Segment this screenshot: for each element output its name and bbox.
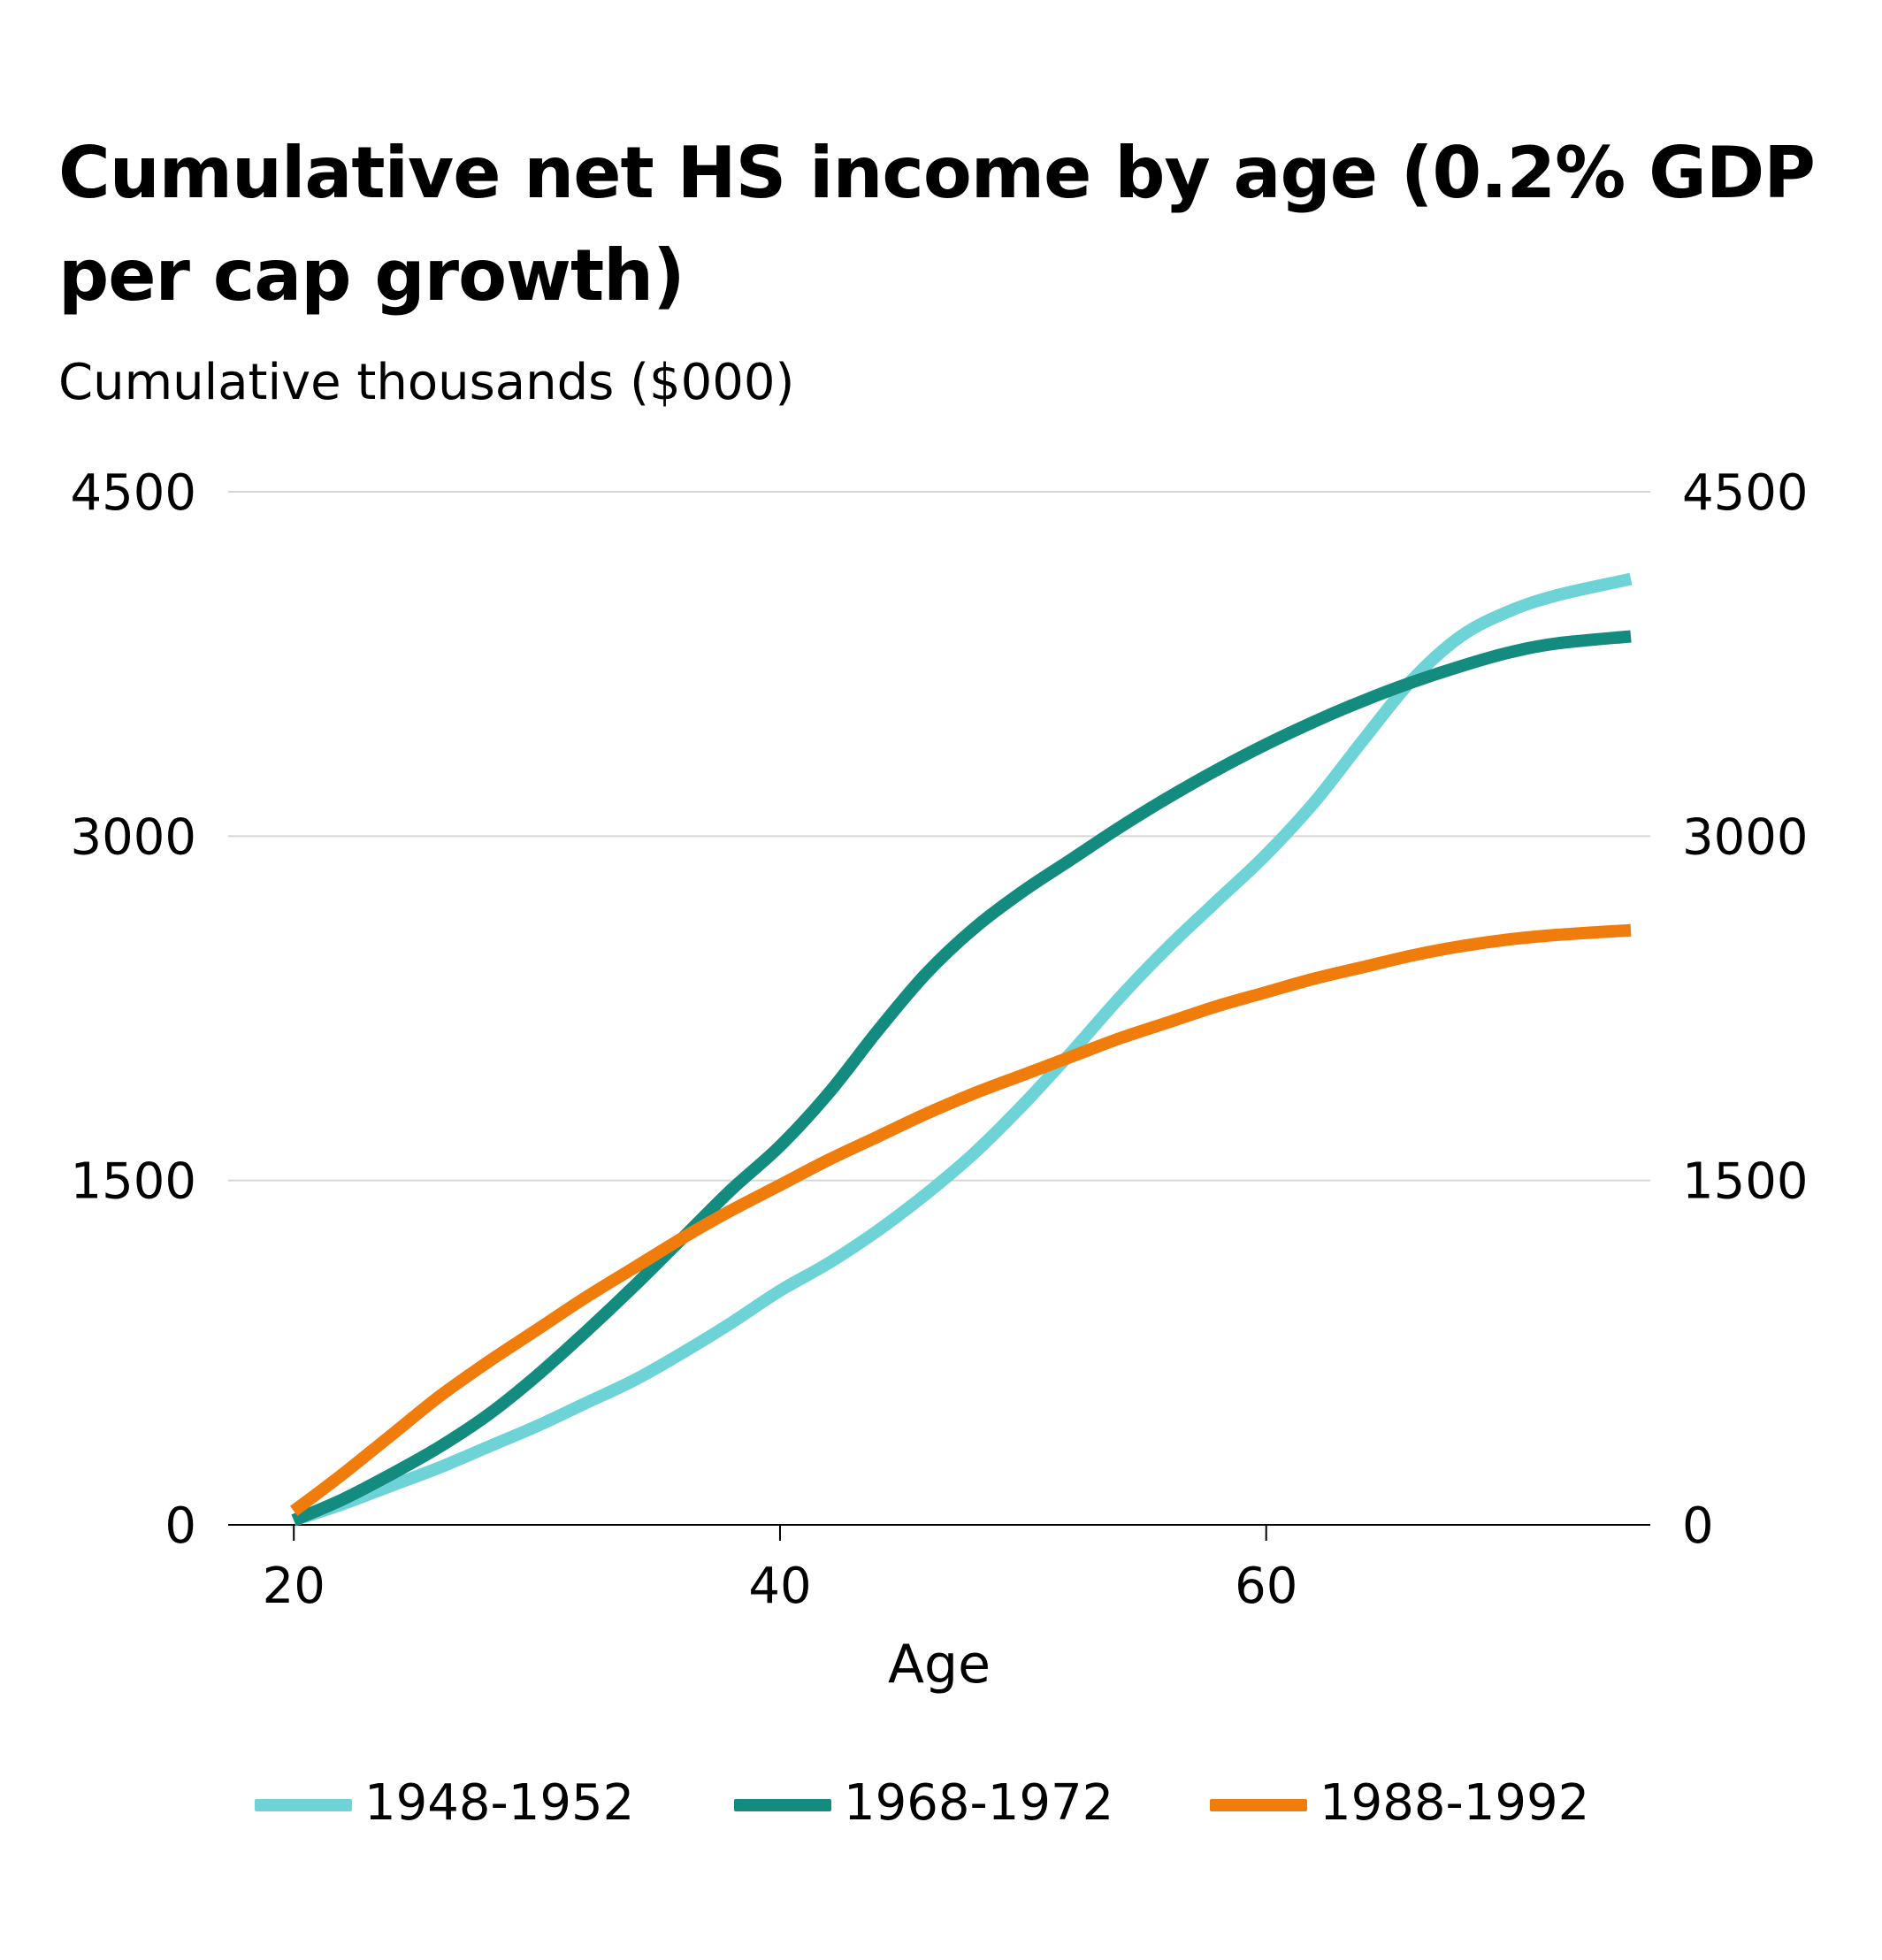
series-line-1988-1992	[290, 923, 1632, 1517]
legend-label: 1968-1972	[844, 1774, 1114, 1832]
legend-swatch	[1210, 1799, 1307, 1811]
x-axis: 20 40 60	[228, 1524, 1650, 1615]
y-axis-right: 0 1500 3000 4500	[1682, 464, 1809, 1555]
chart-title: Cumulative net HS income by age (0.2% GD…	[58, 132, 1816, 317]
y-tick-label-right: 3000	[1682, 808, 1809, 866]
y-axis-left: 0 1500 3000 4500	[70, 464, 196, 1555]
legend-swatch	[255, 1799, 352, 1811]
series-lines	[290, 572, 1633, 1527]
y-tick-label-left: 3000	[70, 808, 196, 866]
series-line-1948-1952	[292, 572, 1633, 1527]
x-tick-label: 40	[748, 1558, 811, 1615]
legend-swatch	[734, 1799, 831, 1811]
y-tick-label-left: 0	[164, 1497, 196, 1555]
y-tick-label-right: 1500	[1682, 1153, 1809, 1211]
legend-label: 1948-1952	[364, 1774, 635, 1832]
gridlines	[228, 491, 1650, 1182]
legend-label: 1988-1992	[1320, 1774, 1590, 1832]
x-tick-label: 20	[263, 1558, 325, 1615]
series-line-1968-1972	[291, 630, 1632, 1527]
x-tick-label: 60	[1235, 1558, 1297, 1615]
y-tick-label-left: 1500	[70, 1153, 196, 1211]
y-tick-label-right: 4500	[1682, 464, 1809, 522]
y-tick-label-right: 0	[1682, 1497, 1714, 1555]
y-axis-unit-label: Cumulative thousands ($000)	[58, 354, 795, 411]
legend: 1948-1952 1968-1972 1988-1992	[0, 1760, 1882, 1849]
y-tick-label-left: 4500	[70, 464, 196, 522]
x-axis-label: Age	[888, 1634, 991, 1696]
